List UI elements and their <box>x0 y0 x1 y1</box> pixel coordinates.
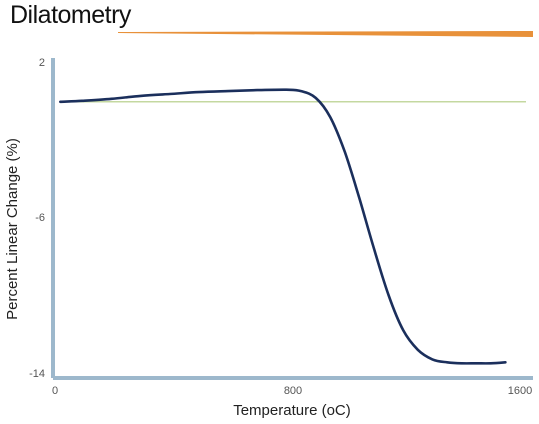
y-axis-label: Percent Linear Change (%) <box>4 138 21 320</box>
x-tick-label: 0 <box>52 385 58 397</box>
y-tick-labels: 2 -6 -14 <box>29 57 45 380</box>
x-tick-label: 1600 <box>508 385 532 397</box>
y-tick-label: 2 <box>39 57 45 69</box>
page-title: Dilatometry <box>10 1 131 29</box>
x-tick-label: 800 <box>284 385 302 397</box>
series-line-dilatometry <box>59 88 507 365</box>
y-tick-label: -6 <box>35 212 45 224</box>
x-tick-labels: 0 800 1600 <box>52 385 532 397</box>
y-tick-label: -14 <box>29 368 45 380</box>
series-layer <box>59 88 507 365</box>
x-axis-label: Temperature (oC) <box>233 402 351 419</box>
title-accent-bar <box>118 31 533 37</box>
